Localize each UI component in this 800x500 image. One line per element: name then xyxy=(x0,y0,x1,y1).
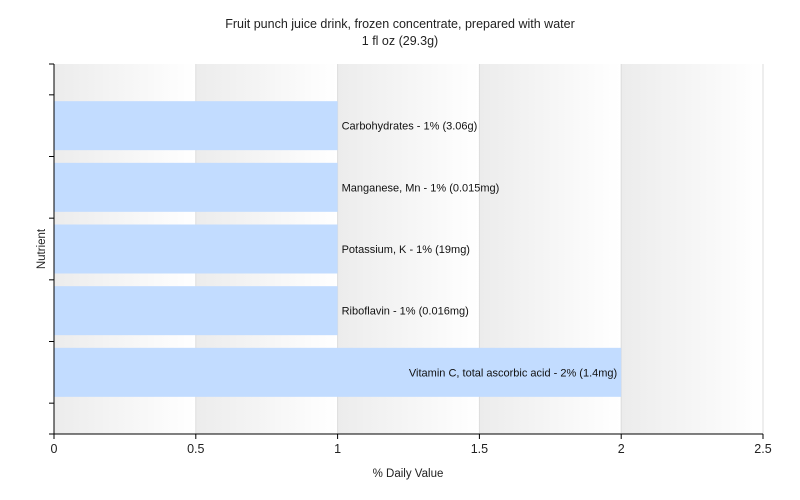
plot-band xyxy=(621,64,763,434)
bar-label: Carbohydrates - 1% (3.06g) xyxy=(342,121,478,133)
bar xyxy=(54,101,338,151)
bar xyxy=(54,286,338,336)
axes xyxy=(53,64,763,435)
bar xyxy=(54,224,338,274)
bar-label: Manganese, Mn - 1% (0.015mg) xyxy=(342,182,500,194)
x-axis-label: % Daily Value xyxy=(373,468,444,480)
x-tick-label: 1 xyxy=(334,442,341,456)
x-ticks: 0 0.5 1 1.5 2 2.5 xyxy=(51,434,772,456)
bar-labels: Carbohydrates - 1% (3.06g) Manganese, Mn … xyxy=(342,121,618,380)
bar-label: Riboflavin - 1% (0.016mg) xyxy=(342,306,469,318)
x-tick-label: 2.5 xyxy=(754,442,771,456)
bar-label: Potassium, K - 1% (19mg) xyxy=(342,244,470,256)
bars xyxy=(54,101,622,397)
bar xyxy=(54,162,338,212)
x-tick-label: 2 xyxy=(618,442,625,456)
chart-title: Fruit punch juice drink, frozen concentr… xyxy=(225,17,574,31)
x-tick-label: 1.5 xyxy=(471,442,488,456)
bar-label: Vitamin C, total ascorbic acid - 2% (1.4… xyxy=(409,367,617,379)
y-axis-label: Nutrient xyxy=(36,228,48,269)
x-tick-label: 0 xyxy=(51,442,58,456)
y-ticks xyxy=(49,63,54,435)
chart-subtitle: 1 fl oz (29.3g) xyxy=(362,34,438,48)
bar xyxy=(54,347,622,397)
x-tick-label: 0.5 xyxy=(187,442,204,456)
